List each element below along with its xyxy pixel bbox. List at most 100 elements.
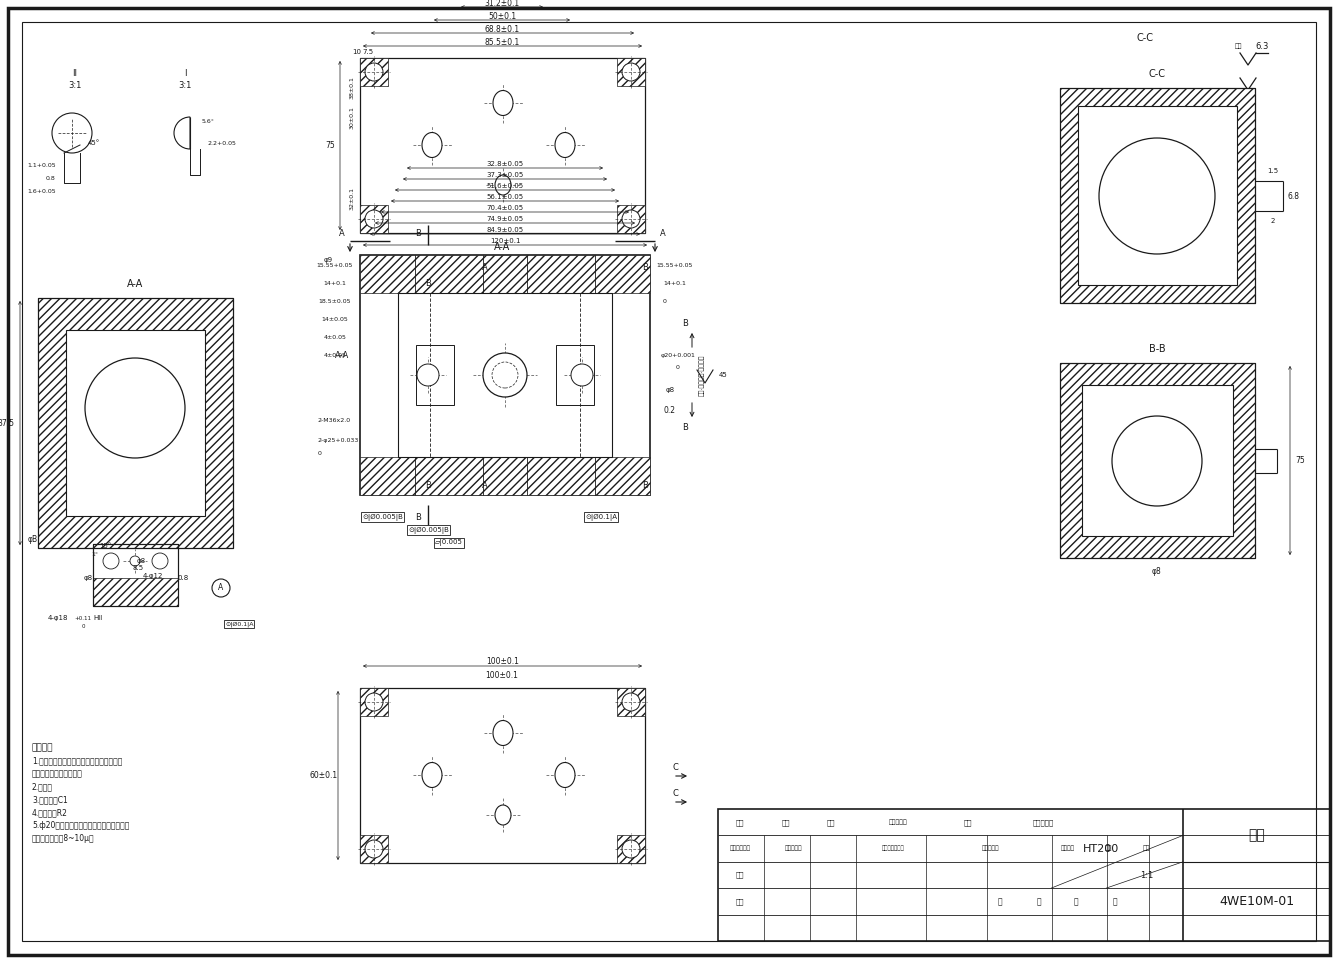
Text: 签名: 签名: [963, 819, 973, 825]
Text: 工艺: 工艺: [736, 898, 744, 904]
Text: 4±0.05: 4±0.05: [324, 334, 347, 340]
Bar: [66, 330, 205, 516]
Circle shape: [571, 364, 593, 386]
Text: ⊙|Ø0.1|A: ⊙|Ø0.1|A: [585, 513, 617, 521]
Bar: [360, 457, 650, 495]
Text: 标准化（签名）: 标准化（签名）: [882, 846, 904, 851]
Text: 18.5±0.05: 18.5±0.05: [318, 299, 352, 303]
Circle shape: [365, 840, 383, 858]
Ellipse shape: [495, 805, 511, 825]
Bar: [360, 58, 388, 86]
Circle shape: [86, 358, 185, 458]
Text: 张: 张: [1112, 897, 1117, 906]
Circle shape: [103, 553, 119, 569]
Text: 75: 75: [1295, 456, 1305, 465]
Text: 审核: 审核: [736, 872, 744, 878]
Text: 毛坯留有余量后加工的。: 毛坯留有余量后加工的。: [32, 769, 83, 778]
Text: 32.8±0.05: 32.8±0.05: [487, 161, 523, 167]
Text: A-A: A-A: [494, 242, 510, 252]
Bar: [416, 345, 454, 405]
Ellipse shape: [495, 175, 511, 195]
Text: B: B: [415, 228, 421, 238]
Text: 7.5: 7.5: [363, 49, 373, 55]
Bar: [37, 298, 233, 548]
Text: 0.8: 0.8: [45, 175, 55, 180]
Text: 0: 0: [676, 365, 680, 370]
Text: 56.1±0.05: 56.1±0.05: [487, 194, 523, 200]
Bar: [1082, 385, 1234, 536]
Text: 84.9±0.05: 84.9±0.05: [487, 227, 523, 233]
Text: 3:1: 3:1: [178, 81, 191, 90]
Circle shape: [622, 693, 640, 711]
Wedge shape: [174, 117, 190, 149]
Text: B: B: [682, 423, 688, 431]
Text: ▱|0.005: ▱|0.005: [435, 539, 463, 546]
Text: 50±0.1: 50±0.1: [488, 12, 516, 20]
Bar: [360, 688, 645, 863]
Text: II: II: [72, 68, 78, 77]
Text: 70.4±0.05: 70.4±0.05: [487, 205, 523, 211]
Text: ⊙|Ø0.1|A: ⊙|Ø0.1|A: [225, 621, 253, 627]
Bar: [94, 578, 178, 606]
Text: 0.8: 0.8: [178, 575, 189, 581]
Text: ⊙|Ø0.005|B: ⊙|Ø0.005|B: [363, 513, 403, 521]
Circle shape: [622, 210, 640, 228]
Text: 74.9±0.05: 74.9±0.05: [487, 216, 523, 222]
Text: A: A: [660, 228, 666, 238]
Text: HII: HII: [94, 615, 103, 621]
Bar: [617, 688, 645, 716]
Text: 15°: 15°: [99, 543, 111, 549]
Bar: [557, 345, 594, 405]
Text: C: C: [672, 764, 678, 772]
Text: A: A: [482, 263, 488, 272]
Text: 85.5±0.1: 85.5±0.1: [484, 38, 520, 46]
Text: 实现配合间隙为8~10μ。: 实现配合间隙为8~10μ。: [32, 834, 95, 843]
Circle shape: [1112, 416, 1202, 506]
Ellipse shape: [492, 720, 512, 745]
Text: 38±0.1: 38±0.1: [349, 77, 355, 99]
Text: 年、月、日: 年、月、日: [1033, 819, 1053, 825]
Text: 2: 2: [1271, 218, 1275, 224]
Text: C-C: C-C: [1148, 69, 1165, 79]
Text: 共: 共: [997, 897, 1002, 906]
Bar: [1060, 88, 1255, 303]
Text: （年月日）: （年月日）: [981, 846, 998, 851]
Text: 3:1: 3:1: [68, 81, 82, 90]
Circle shape: [211, 579, 230, 597]
Bar: [617, 835, 645, 863]
Text: 1.5: 1.5: [1267, 168, 1279, 174]
Ellipse shape: [555, 763, 575, 788]
Text: B: B: [425, 481, 431, 489]
Circle shape: [492, 362, 518, 388]
Text: B: B: [425, 278, 431, 288]
Text: 37.5: 37.5: [0, 419, 15, 428]
Text: φ8: φ8: [665, 387, 674, 393]
Text: 重量: 重量: [1105, 846, 1112, 851]
Text: 分区: 分区: [827, 819, 835, 825]
Ellipse shape: [492, 91, 512, 116]
Text: 45: 45: [719, 372, 728, 378]
Text: HT200: HT200: [1082, 844, 1119, 853]
Text: 2.2+0.05: 2.2+0.05: [207, 141, 237, 145]
Text: 100±0.1: 100±0.1: [486, 658, 519, 666]
Text: 阶段标记: 阶段标记: [1061, 846, 1074, 851]
Text: 0: 0: [664, 299, 666, 303]
Text: 15.55+0.05: 15.55+0.05: [657, 263, 693, 268]
Text: A-A: A-A: [334, 351, 349, 359]
Text: 第: 第: [1073, 897, 1078, 906]
Text: A-A: A-A: [127, 279, 143, 289]
Text: A: A: [218, 584, 223, 592]
Text: φ9: φ9: [324, 257, 333, 263]
Text: A: A: [339, 228, 345, 238]
Text: C-C: C-C: [1136, 33, 1153, 43]
Text: 2-φ25+0.033: 2-φ25+0.033: [318, 437, 360, 443]
Bar: [360, 255, 650, 495]
Bar: [617, 58, 645, 86]
Text: A: A: [482, 481, 488, 489]
Circle shape: [622, 840, 640, 858]
Circle shape: [1098, 138, 1215, 254]
Text: 4.未注圆角R2: 4.未注圆角R2: [32, 808, 68, 817]
Circle shape: [483, 353, 527, 397]
Text: +0.11: +0.11: [75, 615, 91, 620]
Text: 6.3: 6.3: [1255, 41, 1268, 50]
